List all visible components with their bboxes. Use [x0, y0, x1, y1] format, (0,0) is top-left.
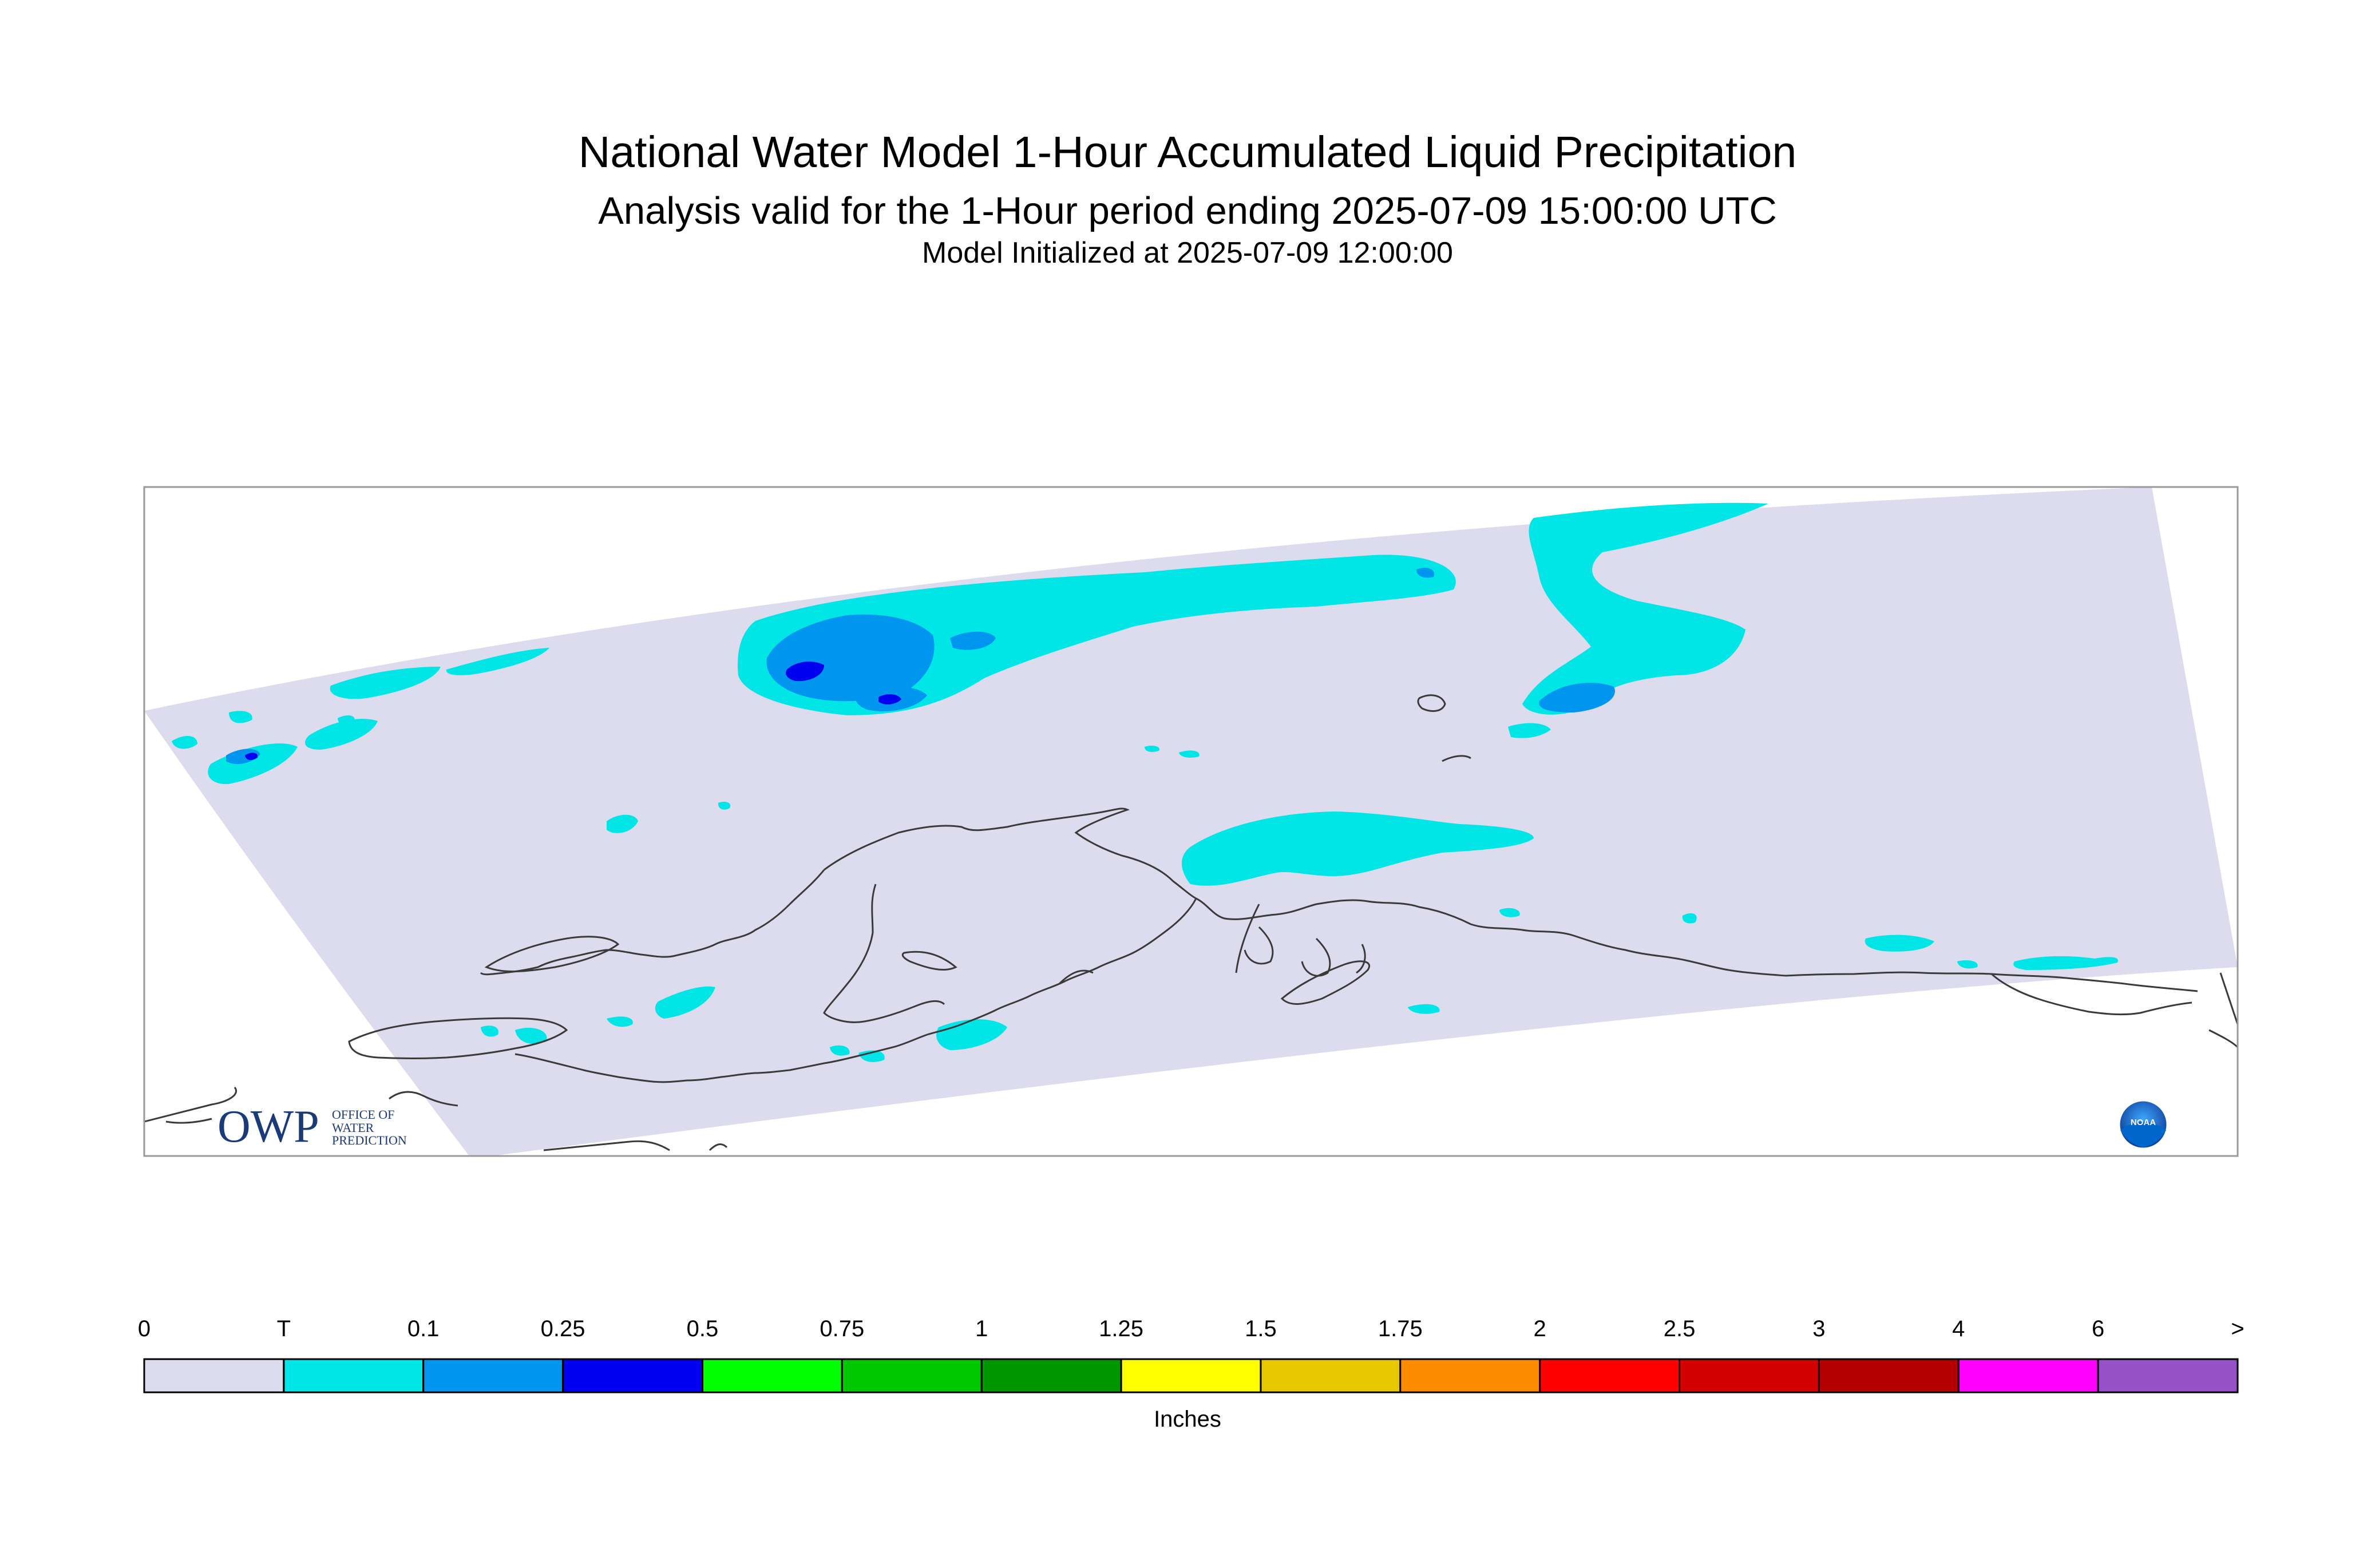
legend-tick-label: 0.75 [820, 1316, 864, 1342]
legend-swatch [1121, 1359, 1261, 1392]
legend-swatch [1400, 1359, 1540, 1392]
legend-tick-label: 1.5 [1245, 1316, 1277, 1342]
owp-logo: OWP OFFICE OF WATER PREDICTION [217, 1102, 407, 1152]
legend-tick-label: 2 [1534, 1316, 1546, 1342]
noaa-logo: NOAA [2119, 1100, 2167, 1149]
legend-tick-label: 0.5 [687, 1316, 719, 1342]
legend-swatch [1261, 1359, 1400, 1392]
legend-colorbar [144, 1359, 2238, 1392]
legend-tick-label: 1.75 [1378, 1316, 1423, 1342]
legend-tick-label: 1.25 [1099, 1316, 1143, 1342]
legend-swatch [1680, 1359, 1819, 1392]
legend-tick-label: 6 [2092, 1316, 2104, 1342]
coastline-east-1 [2220, 973, 2238, 1024]
legend-swatch [1540, 1359, 1680, 1392]
coastline-siberia-3 [166, 1119, 212, 1123]
legend-swatch [563, 1359, 703, 1392]
legend-tick-label: 0.1 [407, 1316, 440, 1342]
legend-tick-label: 0 [138, 1316, 151, 1342]
coastline-south-2 [710, 1145, 727, 1150]
legend-tick-label: T [277, 1316, 291, 1342]
legend-tick-label: > [2231, 1316, 2244, 1342]
legend-tick-label: 0.25 [541, 1316, 585, 1342]
legend-swatch [702, 1359, 842, 1392]
legend-tick-label: 4 [1952, 1316, 1965, 1342]
owp-logo-mark: OWP [217, 1102, 319, 1152]
owp-logo-line3: PREDICTION [332, 1133, 407, 1147]
owp-logo-line1: OFFICE OF [332, 1107, 394, 1122]
legend-swatch [981, 1359, 1121, 1392]
coastline-east-2 [2209, 1030, 2238, 1047]
noaa-logo-text: NOAA [2131, 1118, 2156, 1127]
legend-tick-label: 2.5 [1664, 1316, 1696, 1342]
legend-tick-label: 1 [975, 1316, 988, 1342]
legend-swatch [1958, 1359, 2098, 1392]
legend-tick-label: 3 [1812, 1316, 1825, 1342]
legend-swatch [2098, 1359, 2238, 1392]
legend-swatch [284, 1359, 423, 1392]
legend-swatch [842, 1359, 981, 1392]
legend-units: Inches [0, 1407, 2375, 1432]
legend-swatch [144, 1359, 284, 1392]
legend-swatch [423, 1359, 563, 1392]
legend-swatch [1819, 1359, 1958, 1392]
